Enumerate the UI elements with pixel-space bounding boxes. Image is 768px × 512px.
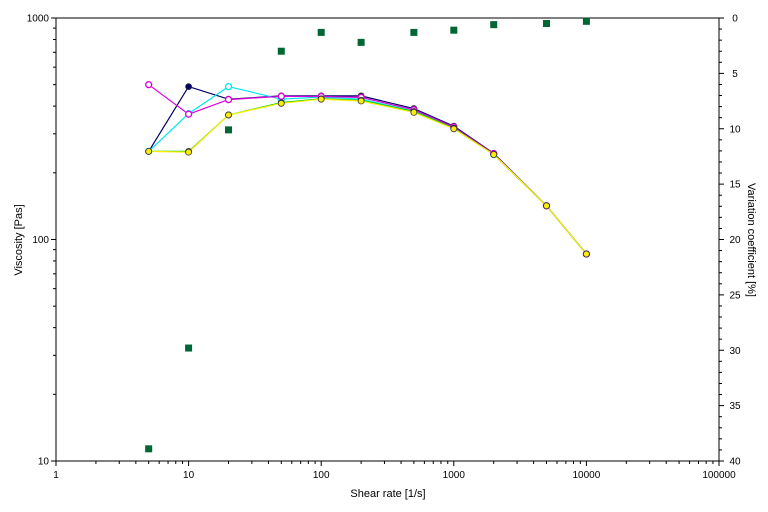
x-tick-label: 10000 [572,470,600,481]
x-tick-label: 1 [53,470,59,481]
variation-point [317,28,325,36]
variation-point [357,38,365,46]
viscosity-point [583,250,590,258]
viscosity-point [543,202,550,210]
viscosity-point [224,95,233,104]
viscosity-point [277,99,285,107]
viscosity-point [185,83,193,91]
x-axis-title: Shear rate [1/s] [350,488,425,500]
y-tick-label: 1000 [27,14,50,25]
viscosity-point [490,151,498,158]
viscosity-point [277,92,285,100]
plot-area [55,17,720,462]
y2-axis-title: Variation coefficient [%] [745,183,757,297]
variation-point [582,17,590,25]
y-tick-label: 10 [38,457,50,468]
x-tick-label: 100000 [702,470,736,481]
variation-point [277,47,285,55]
y2-tick-label: 15 [729,180,741,191]
viscosity-point [225,111,232,119]
y2-tick-label: 40 [729,457,741,468]
viscosity-point [410,108,418,116]
x-tick-label: 1000 [443,470,466,481]
viscosity-point [450,125,458,133]
y-tick-label: 100 [32,235,49,246]
viscosity-point [317,95,325,103]
viscosity-point [224,82,233,91]
viscosity-point [184,110,193,118]
y2-tick-label: 10 [729,124,741,135]
y2-tick-label: 20 [729,235,741,246]
variation-point [542,20,550,28]
variation-point [410,28,418,36]
viscosity-point [145,147,153,155]
variation-point [185,344,193,352]
y2-tick-label: 30 [729,346,741,357]
variation-point [225,126,233,134]
y2-tick-label: 0 [732,14,738,25]
y2-tick-label: 5 [732,69,738,80]
variation-point [450,26,458,34]
viscosity-point [185,148,193,156]
viscosity-point [357,97,365,105]
variation-point [145,445,153,453]
x-tick-label: 10 [183,470,195,481]
viscosity-point [145,81,153,89]
y-axis-title: Viscosity [Pas] [13,204,25,275]
series-markers [145,17,591,453]
y2-tick-label: 35 [729,401,741,412]
y2-tick-label: 25 [729,290,741,301]
x-tick-label: 100 [313,470,330,481]
variation-point [490,21,498,29]
